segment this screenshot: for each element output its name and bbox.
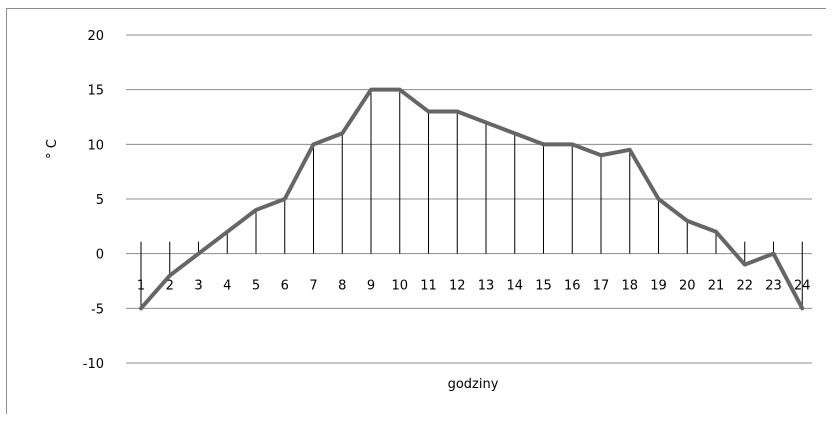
x-tick-label: 15 xyxy=(535,279,552,294)
x-tick-label: 10 xyxy=(391,279,408,294)
x-tick-label: 4 xyxy=(223,279,231,294)
x-tick-label: 5 xyxy=(252,279,260,294)
y-tick-label: -5 xyxy=(91,302,104,317)
x-tick-label: 2 xyxy=(166,279,174,294)
y-tick-label: -10 xyxy=(83,357,104,372)
x-tick-labels: 1 2 3 4 5 6 7 8 9 10 11 12 13 14 15 16 17 18 19 20 21 22 23 24 xyxy=(137,279,811,294)
x-tick-label: 22 xyxy=(736,279,753,294)
x-tick-label: 11 xyxy=(420,279,437,294)
x-tick-label: 21 xyxy=(708,279,725,294)
drop-lines xyxy=(140,89,803,309)
x-tick-label: 24 xyxy=(794,279,811,294)
chart-frame xyxy=(6,8,826,414)
x-tick-label: 1 xyxy=(137,279,145,294)
y-tick-label: 20 xyxy=(87,29,104,44)
x-tick-label: 23 xyxy=(765,279,782,294)
x-tick-label: 13 xyxy=(478,279,495,294)
x-tick-label: 14 xyxy=(506,279,523,294)
y-tick-label: 5 xyxy=(96,193,104,208)
x-tick-label: 3 xyxy=(194,279,202,294)
x-tick-label: 20 xyxy=(679,279,696,294)
x-tick-label: 19 xyxy=(650,279,667,294)
x-tick-label: 17 xyxy=(593,279,610,294)
x-tick-label: 8 xyxy=(338,279,346,294)
x-tick-label: 18 xyxy=(621,279,638,294)
x-tick-label: 12 xyxy=(449,279,466,294)
y-axis-title: ° C xyxy=(45,139,60,159)
series-layer xyxy=(139,87,805,311)
series-line xyxy=(139,87,805,311)
y-tick-label: 0 xyxy=(96,248,104,263)
y-tick-label: 15 xyxy=(87,84,104,99)
x-tick-label: 9 xyxy=(367,279,375,294)
gridlines xyxy=(126,34,812,364)
x-axis-title: godziny xyxy=(448,377,499,392)
x-tick-label: 7 xyxy=(309,279,317,294)
x-tick-label: 16 xyxy=(564,279,581,294)
x-tick-label: 6 xyxy=(281,279,289,294)
y-tick-labels: -10 -5 0 5 10 15 20 xyxy=(83,29,104,372)
y-tick-label: 10 xyxy=(87,138,104,153)
